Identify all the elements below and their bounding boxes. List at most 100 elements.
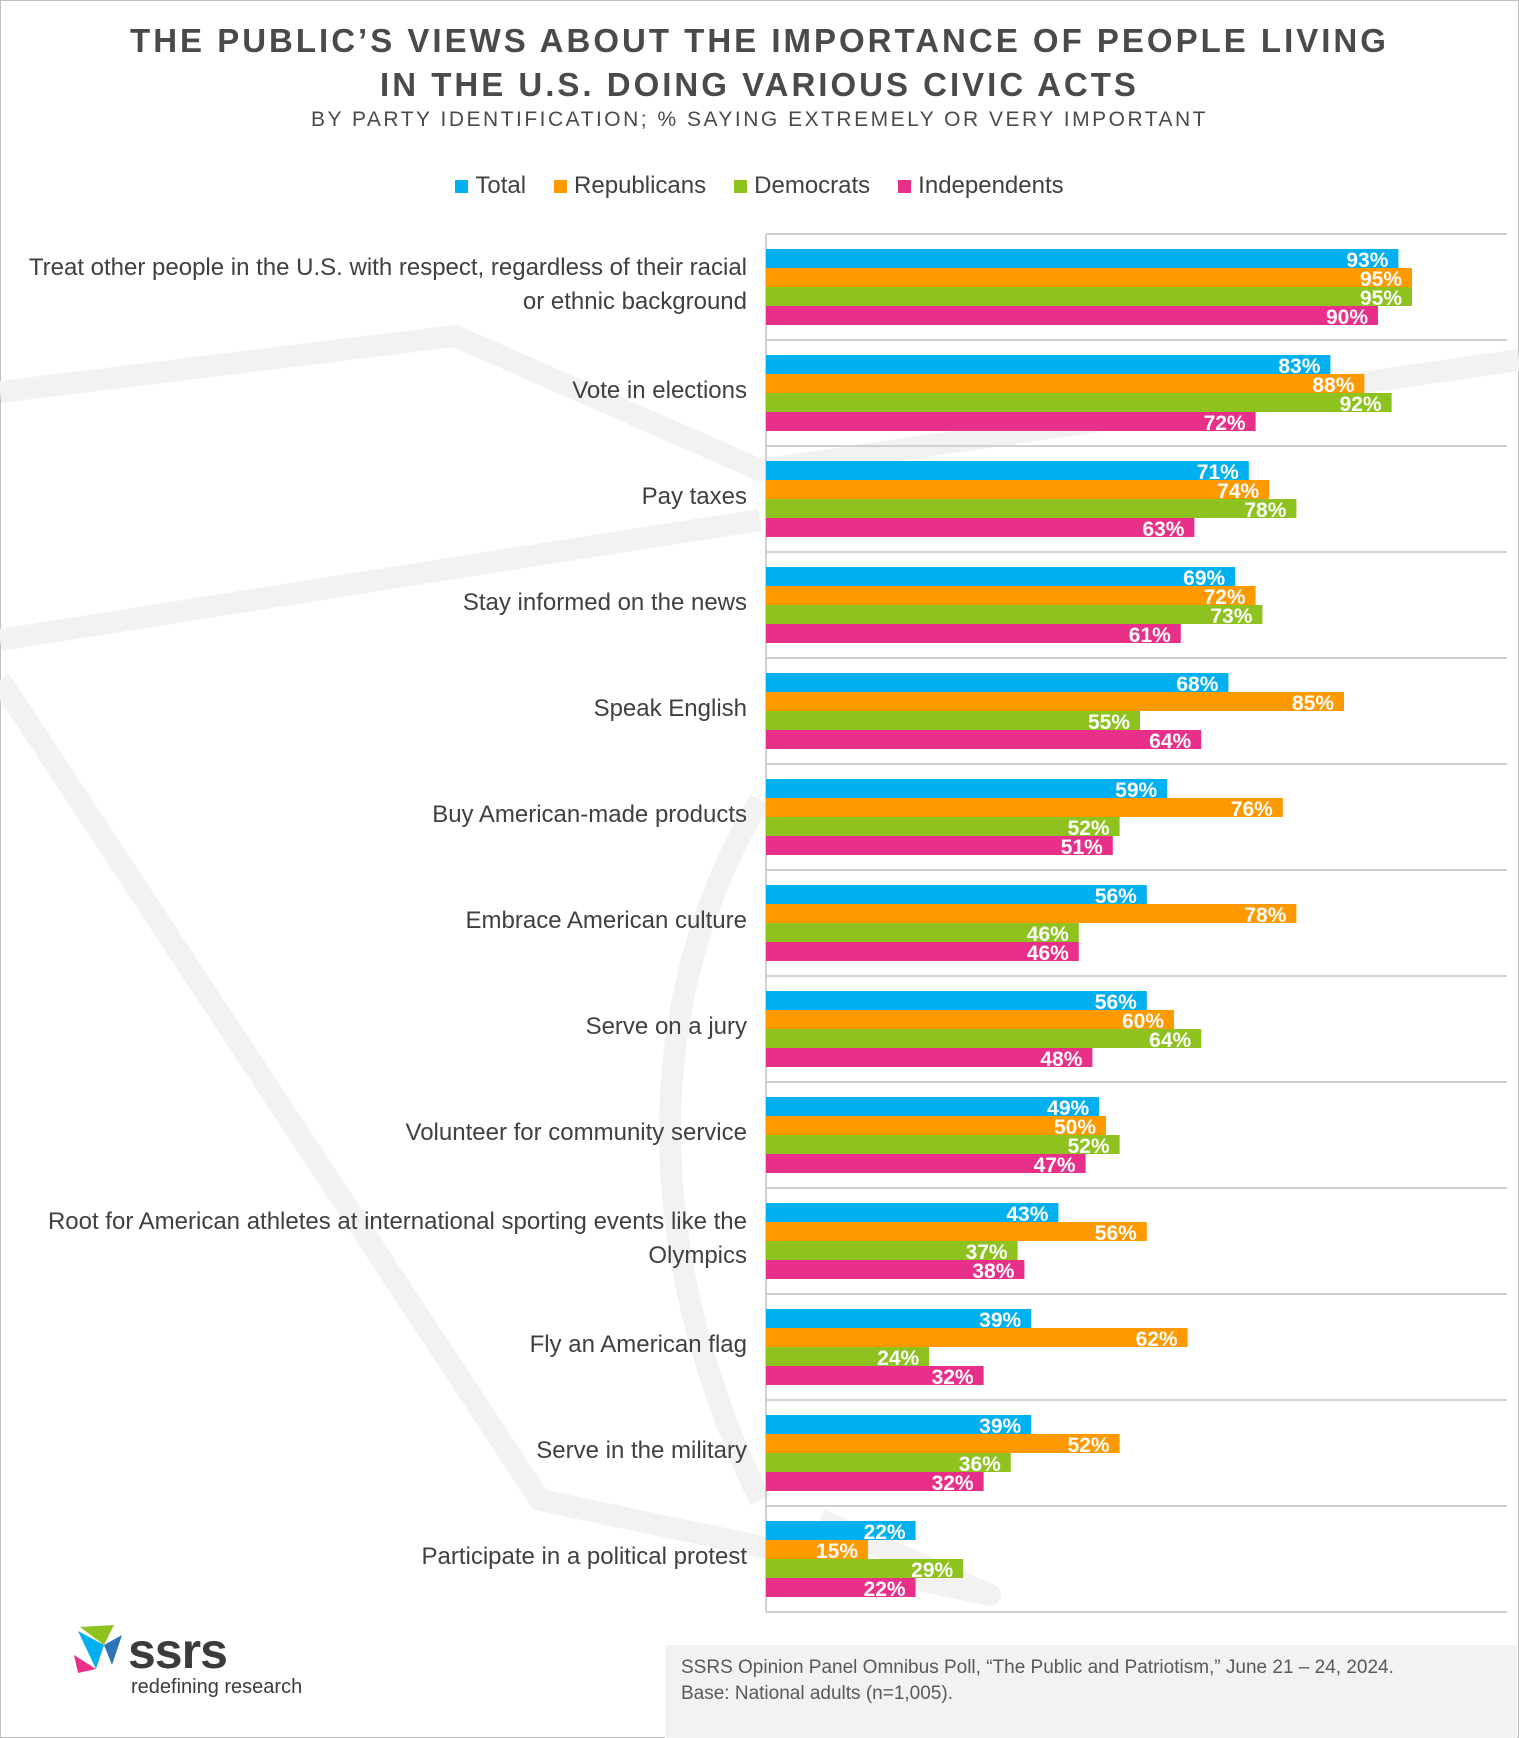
ssrs-logo-icon (74, 1625, 122, 1673)
category-label: Speak English (593, 695, 747, 722)
bar-independents (766, 412, 1256, 431)
data-label-independents: 46% (1027, 942, 1069, 965)
bar-independents (766, 1260, 1025, 1279)
data-label-democrats: 95% (1360, 287, 1402, 310)
category-label: Volunteer for community service (405, 1119, 747, 1146)
data-label-republicans: 78% (1244, 904, 1286, 927)
data-label-republicans: 15% (816, 1540, 858, 1563)
data-label-independents: 72% (1204, 412, 1246, 435)
data-label-republicans: 60% (1122, 1010, 1164, 1033)
data-label-independents: 32% (932, 1472, 974, 1495)
chart-subtitle: BY PARTY IDENTIFICATION; % SAYING EXTREM… (311, 108, 1208, 131)
data-label-republicans: 52% (1068, 1434, 1110, 1457)
bar-total (766, 779, 1168, 798)
category-label: Serve in the military (536, 1437, 747, 1464)
bar-independents (766, 730, 1202, 749)
data-label-total: 71% (1197, 461, 1239, 484)
data-label-independents: 90% (1326, 306, 1368, 329)
category-label: Pay taxes (641, 483, 747, 510)
bar-republicans (766, 480, 1270, 499)
data-label-democrats: 73% (1210, 605, 1252, 628)
category-label: Buy American-made products (432, 801, 747, 828)
data-label-independents: 61% (1129, 624, 1171, 647)
legend-item-democrats: Democrats (734, 172, 870, 200)
bar-republicans (766, 1010, 1174, 1029)
bar-republicans (766, 1434, 1120, 1453)
bar-democrats (766, 1241, 1018, 1260)
data-label-total: 56% (1095, 991, 1137, 1014)
legend: Total Republicans Democrats Independents (0, 172, 1519, 200)
data-label-republicans: 85% (1292, 692, 1334, 715)
data-label-independents: 48% (1040, 1048, 1082, 1071)
data-label-republicans: 72% (1204, 586, 1246, 609)
bar-independents (766, 624, 1181, 643)
data-label-republicans: 62% (1136, 1328, 1178, 1351)
bar-independents (766, 1472, 984, 1491)
chart-title-line2: IN THE U.S. DOING VARIOUS CIVIC ACTS (380, 66, 1139, 103)
bar-independents (766, 1048, 1093, 1067)
data-label-total: 83% (1278, 355, 1320, 378)
legend-item-republicans: Republicans (554, 172, 706, 200)
bar-total (766, 355, 1331, 374)
bar-independents (766, 1154, 1086, 1173)
legend-label-independents: Independents (918, 172, 1064, 199)
data-label-democrats: 64% (1149, 1029, 1191, 1052)
legend-swatch-democrats (734, 179, 748, 193)
data-label-democrats: 52% (1068, 817, 1110, 840)
data-label-total: 39% (979, 1309, 1021, 1332)
bar-total (766, 1521, 916, 1540)
bar-total (766, 1309, 1032, 1328)
category-label: Participate in a political protest (421, 1543, 748, 1570)
data-label-independents: 22% (864, 1578, 906, 1601)
data-label-total: 39% (979, 1415, 1021, 1438)
bar-republicans (766, 798, 1283, 817)
category-label: Embrace American culture (465, 907, 747, 934)
bar-republicans (766, 268, 1412, 287)
bar-republicans (766, 904, 1297, 923)
bar-democrats (766, 1029, 1202, 1048)
data-label-republicans: 74% (1217, 480, 1259, 503)
data-label-democrats: 36% (959, 1453, 1001, 1476)
bar-democrats (766, 923, 1079, 942)
category-label: Vote in elections (572, 377, 747, 404)
data-label-republicans: 50% (1054, 1116, 1096, 1139)
bar-total (766, 991, 1147, 1010)
data-label-democrats: 78% (1244, 499, 1286, 522)
data-label-independents: 47% (1034, 1154, 1076, 1177)
source-note: SSRS Opinion Panel Omnibus Poll, “The Pu… (665, 1645, 1517, 1738)
legend-item-independents: Independents (898, 172, 1064, 200)
bar-republicans (766, 1540, 868, 1559)
bar-independents (766, 1366, 984, 1385)
bar-democrats (766, 1559, 964, 1578)
bar-independents (766, 1578, 916, 1597)
data-label-total: 43% (1006, 1203, 1048, 1226)
data-label-republicans: 95% (1360, 268, 1402, 291)
legend-item-total: Total (455, 172, 526, 200)
bar-democrats (766, 1135, 1120, 1154)
bar-independents (766, 518, 1195, 537)
bar-republicans (766, 1222, 1147, 1241)
data-label-independents: 63% (1142, 518, 1184, 541)
bar-republicans (766, 374, 1365, 393)
logo-tagline: redefining research (131, 1676, 303, 1698)
bar-democrats (766, 1453, 1011, 1472)
data-label-independents: 32% (932, 1366, 974, 1389)
data-label-democrats: 37% (966, 1241, 1008, 1264)
data-label-total: 69% (1183, 567, 1225, 590)
category-label: Root for American athletes at internatio… (47, 1208, 747, 1269)
bar-republicans (766, 692, 1344, 711)
bar-total (766, 461, 1249, 480)
data-label-democrats: 52% (1068, 1135, 1110, 1158)
data-label-total: 56% (1095, 885, 1137, 908)
bar-democrats (766, 711, 1140, 730)
data-label-democrats: 55% (1088, 711, 1130, 734)
bar-total (766, 1097, 1100, 1116)
bar-republicans (766, 1116, 1106, 1135)
bar-democrats (766, 499, 1297, 518)
bar-independents (766, 306, 1378, 325)
bar-democrats (766, 393, 1392, 412)
legend-swatch-total (455, 179, 469, 193)
category-label: Treat other people in the U.S. with resp… (28, 254, 747, 315)
legend-label-republicans: Republicans (574, 172, 707, 199)
bar-total (766, 1415, 1032, 1434)
